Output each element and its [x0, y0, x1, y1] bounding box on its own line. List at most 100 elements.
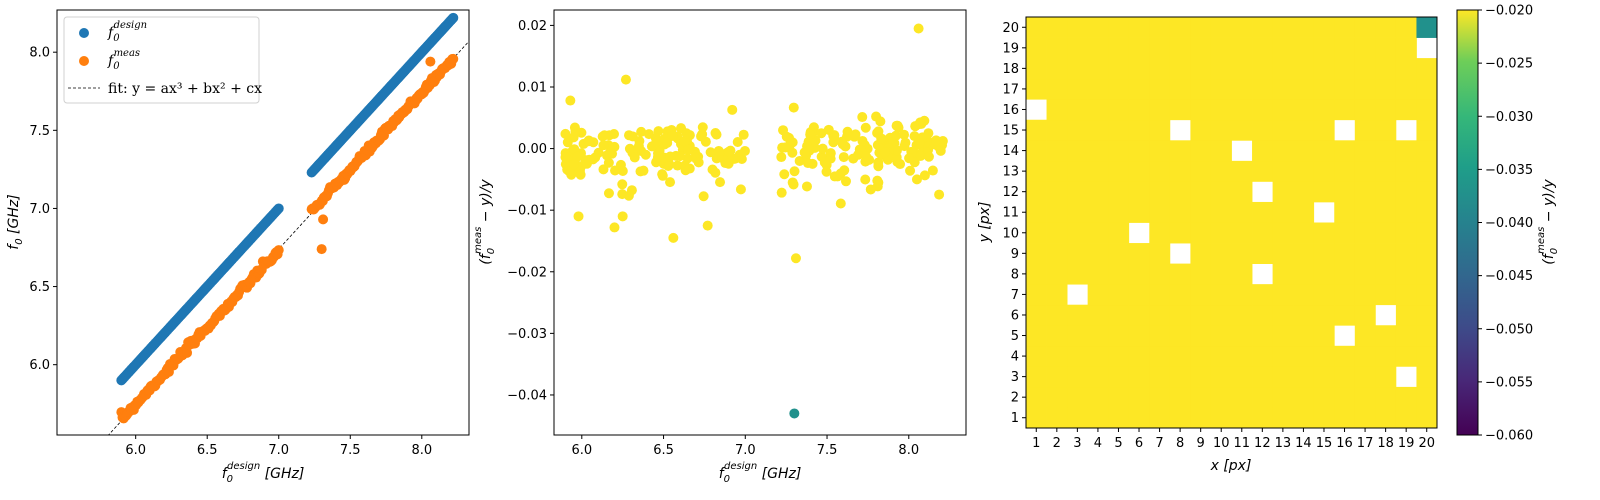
heatmap-cell: [1272, 37, 1294, 59]
heatmap-cell: [1334, 366, 1356, 388]
heatmap-cell: [1272, 160, 1294, 182]
heatmap-cell: [1272, 17, 1294, 38]
heatmap-cell: [1190, 386, 1212, 408]
heatmap-cell: [1416, 366, 1438, 388]
heatmap-cell: [1108, 37, 1130, 59]
meas-point: [182, 347, 193, 358]
heatmap-cell: [1128, 181, 1150, 203]
deviation-point: [584, 154, 595, 165]
heatmap-cell: [1375, 17, 1397, 38]
heatmap-cell: [1313, 284, 1335, 306]
heatmap-cell: [1046, 243, 1068, 264]
heatmap-cell: [1190, 140, 1212, 162]
heatmap-cell: [1128, 386, 1150, 408]
deviation-point: [679, 136, 690, 147]
heatmap-cell: [1169, 407, 1191, 429]
colorbar-tick-label: −0.045: [1485, 269, 1533, 284]
deviation-point: [880, 147, 891, 158]
deviation-point: [776, 187, 787, 198]
deviation-point: [569, 159, 580, 170]
heatmap-cell: [1272, 284, 1294, 306]
heatmap-cell: [1313, 37, 1335, 59]
heatmap-cell: [1067, 366, 1089, 388]
heatmap-cell: [1190, 160, 1212, 182]
heatmap-cell: [1108, 181, 1130, 203]
heatmap-cell: [1395, 181, 1417, 203]
deviation-point: [857, 135, 868, 146]
deviation-point: [727, 104, 738, 115]
heatmap-cell: [1046, 37, 1068, 59]
heatmap-cell: [1190, 407, 1212, 429]
heatmap-cell: [1416, 17, 1438, 38]
heatmap-cell: [1354, 263, 1376, 285]
deviation-point: [560, 128, 571, 139]
heatmap-cell: [1416, 58, 1438, 80]
heatmap-cell: [1272, 386, 1294, 408]
deviation-point: [899, 129, 910, 140]
deviation-outlier-point: [871, 111, 882, 122]
deviation-point: [835, 168, 846, 179]
deviation-point: [823, 124, 834, 135]
heatmap-cell: [1108, 99, 1130, 121]
heatmap-cell: [1067, 78, 1089, 100]
heatmap-cell: [1375, 119, 1397, 141]
heatmap-cell: [1252, 386, 1273, 408]
heatmap-cell: [1149, 366, 1171, 388]
heatmap-cell: [1395, 386, 1417, 408]
heatmap-cell: [1067, 37, 1089, 59]
heatmap-cell: [1128, 78, 1150, 100]
heatmap-cell: [1108, 78, 1130, 100]
deviation-point: [564, 166, 575, 177]
heatmap-cell: [1334, 284, 1356, 306]
heatmap-cell: [1190, 58, 1212, 80]
heatmap-cell: [1210, 407, 1232, 429]
heatmap-cell: [1149, 222, 1171, 244]
deviation-outlier-point: [620, 74, 631, 85]
deviation-point: [821, 166, 832, 177]
deviation-point: [853, 149, 864, 160]
heatmap-cell: [1293, 366, 1315, 388]
heatmap-cell: [1210, 99, 1232, 121]
heatmap-cell: [1293, 345, 1315, 367]
heatmap-cell: [1231, 243, 1253, 264]
heatmap-cell: [1272, 119, 1294, 141]
heatmap-cell: [1272, 345, 1294, 367]
y-tick-label: 7.5: [29, 124, 50, 139]
heatmap-cell: [1190, 366, 1212, 388]
deviation-point: [816, 128, 827, 139]
heatmap-cell: [1313, 386, 1335, 408]
deviation-point: [636, 126, 647, 137]
heatmap-cell: [1313, 263, 1335, 285]
deviation-point: [735, 184, 746, 195]
heatmap-cell: [1210, 37, 1232, 59]
heatmap-cell: [1354, 284, 1376, 306]
heatmap-cell: [1210, 243, 1232, 264]
heatmap-cell: [1190, 78, 1212, 100]
heatmap-cell: [1354, 325, 1376, 347]
heatmap-cell: [1252, 17, 1273, 38]
heatmap-cell: [1087, 243, 1109, 264]
heatmap-cell: [1026, 407, 1047, 429]
heatmap-cell: [1375, 58, 1397, 80]
heatmap-cell: [1067, 181, 1089, 203]
heatmap-cell: [1190, 222, 1212, 244]
heatmap-cell: [1354, 58, 1376, 80]
heatmap-cell: [1128, 119, 1150, 141]
colorbar-tick-label: −0.020: [1485, 4, 1533, 19]
axes-frame: [1025, 16, 1438, 429]
heatmap-cell: [1272, 366, 1294, 388]
deviation-point: [842, 126, 853, 137]
heatmap-cell: [1210, 222, 1232, 244]
heatmap-cell: [1334, 140, 1356, 162]
heatmap-cell: [1067, 17, 1089, 38]
meas-outlier-point: [316, 244, 327, 255]
axis-ticks: 6.0 6.5 7.0 7.5 8.0 0.02 0.01 0.00 −0.01 −0.02 −0.…: [507, 19, 919, 458]
x-tick-label: 7.0: [735, 443, 756, 458]
heatmap-cell: [1108, 284, 1130, 306]
y-tick-label: 17: [1002, 82, 1019, 97]
heatmap-cell: [1210, 78, 1232, 100]
heatmap-cell: [1416, 99, 1438, 121]
heatmap-cell: [1026, 37, 1047, 59]
x-tick-label: 3: [1073, 436, 1081, 451]
heatmap-cell: [1108, 304, 1130, 326]
